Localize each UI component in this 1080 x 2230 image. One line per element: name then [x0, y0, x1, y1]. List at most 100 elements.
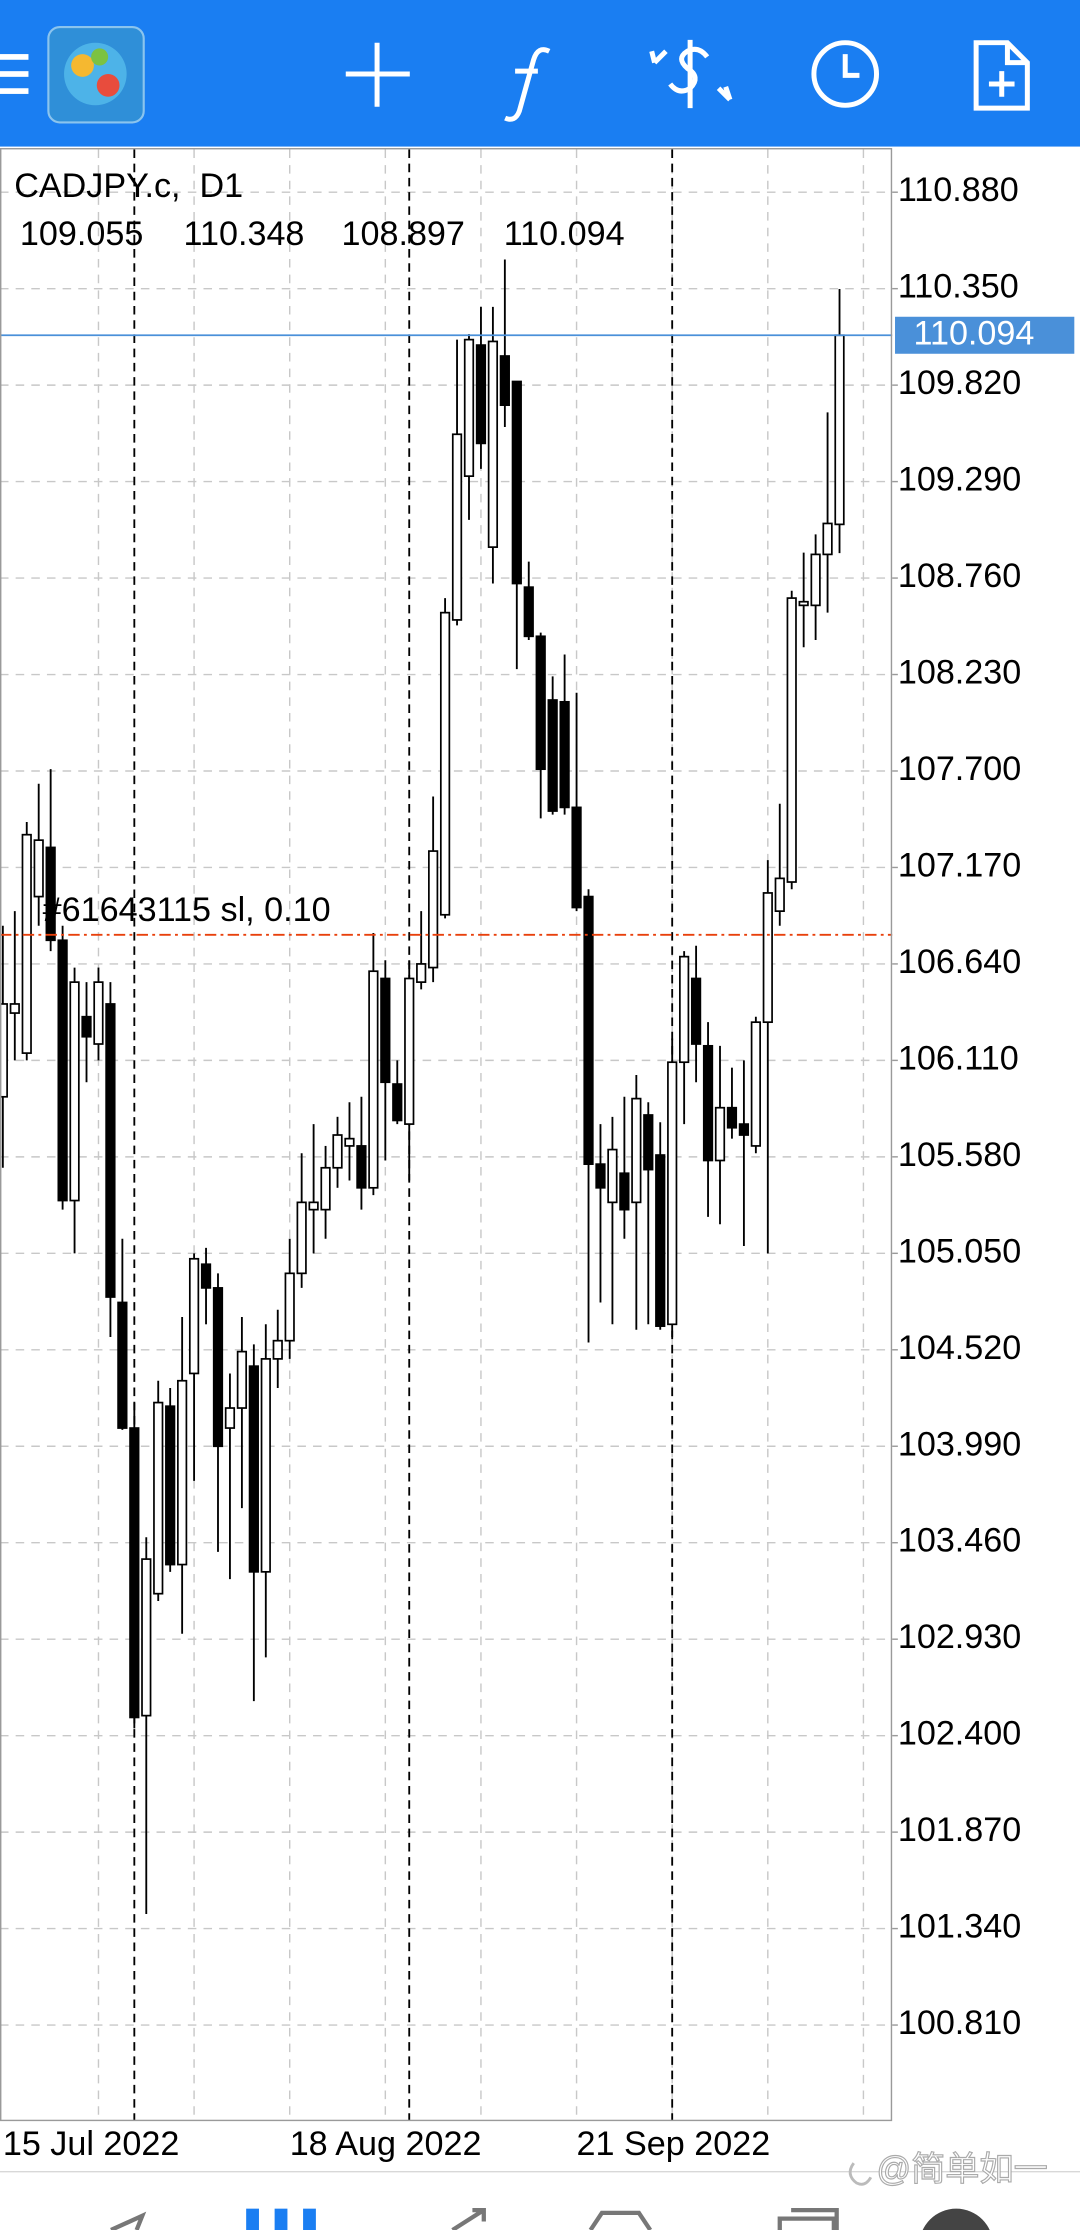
candle-body [439, 611, 451, 916]
toolbar [0, 0, 1080, 147]
nav-messages[interactable] [777, 2207, 839, 2230]
candle-body [655, 1154, 666, 1327]
candle-body [428, 850, 439, 969]
candle-body [451, 433, 463, 621]
candle-body [559, 700, 570, 809]
candle-body [320, 1166, 331, 1211]
candle-body [607, 1148, 618, 1204]
order-line-label: #61643115 sl, 0.10 [43, 891, 331, 929]
y-tick-label: 102.400 [898, 1715, 1021, 1753]
candle-body [738, 1123, 750, 1136]
y-tick-label: 110.880 [898, 171, 1019, 209]
candle-body [129, 1427, 140, 1719]
candle-body [511, 380, 522, 585]
candle-body [260, 1358, 271, 1573]
y-tick-label: 108.760 [898, 557, 1021, 595]
candle-body [535, 635, 546, 771]
x-tick-label: 21 Sep 2022 [577, 2125, 771, 2163]
candle-body [200, 1263, 212, 1289]
candle-body [153, 1401, 164, 1595]
candle-body [822, 522, 833, 556]
chart-title: CADJPY.c, D1 [14, 167, 243, 205]
candle-body [487, 340, 499, 548]
candle-body [547, 699, 558, 812]
watermark-text: @简单如一 [877, 2151, 1048, 2189]
y-tick-label: 105.050 [898, 1232, 1021, 1270]
candle-body [177, 1379, 188, 1566]
candle-body [499, 355, 510, 407]
nav-trade[interactable] [451, 2207, 486, 2230]
nav-quotes[interactable] [110, 2211, 147, 2230]
nav-charts[interactable] [246, 2208, 316, 2230]
candle-body [416, 963, 427, 983]
candle-body [774, 877, 785, 912]
candle-body [117, 1301, 128, 1429]
candle-body [284, 1272, 295, 1342]
candle-body [798, 600, 809, 607]
chart-frame [0, 148, 893, 2122]
y-tick-label: 107.170 [898, 846, 1021, 884]
y-tick-label: 107.700 [898, 750, 1021, 788]
y-tick-label: 101.870 [898, 1811, 1021, 1849]
y-tick-label: 108.230 [898, 654, 1021, 692]
candle-body [679, 955, 690, 1064]
y-tick-label: 110.350 [898, 268, 1019, 306]
y-tick-label: 109.290 [898, 461, 1021, 499]
candle-body [463, 338, 475, 477]
candle-body [308, 1201, 319, 1211]
candle-body [762, 892, 773, 1024]
candle-body [9, 1003, 20, 1014]
nav-history[interactable] [588, 2210, 653, 2230]
price-tag [895, 316, 1075, 354]
candle-body [368, 970, 379, 1189]
candle-body [583, 895, 594, 1165]
y-tick-label: 105.580 [898, 1136, 1021, 1174]
y-tick-label: 106.110 [898, 1039, 1019, 1077]
candle-body [188, 1257, 200, 1375]
candle-body [750, 1021, 761, 1147]
candle-body [332, 1134, 343, 1169]
candle-body [786, 597, 797, 883]
trade-button[interactable] [649, 39, 733, 109]
y-tick-label: 109.820 [898, 364, 1021, 402]
y-tick-label: 103.990 [898, 1425, 1021, 1463]
nav-settings[interactable] [919, 2208, 993, 2230]
menu-button[interactable] [0, 54, 29, 94]
candle-body [356, 1145, 367, 1189]
candle-body [0, 1003, 8, 1098]
plot-area: #61643115 sl, 0.10 [0, 149, 893, 2121]
y-tick-label: 106.640 [898, 943, 1021, 981]
candle-body [475, 344, 487, 445]
candle-body [224, 1407, 236, 1429]
indicators-button[interactable] [504, 47, 551, 122]
x-tick-label: 15 Jul 2022 [3, 2125, 180, 2163]
history-button[interactable] [811, 40, 880, 108]
candle-body [667, 1061, 678, 1326]
app-logo[interactable] [47, 25, 145, 124]
candle-body [392, 1083, 403, 1122]
candle-body [248, 1365, 259, 1573]
candle-body [523, 586, 534, 638]
candle-body [296, 1201, 307, 1275]
candle-body [212, 1287, 224, 1448]
candle-body [45, 846, 56, 942]
candle-body [714, 1106, 726, 1162]
new-order-button[interactable] [973, 40, 1030, 111]
low-value: 108.897 [342, 215, 465, 253]
candle-body [834, 334, 845, 526]
candle-body [810, 553, 821, 607]
candle-body [595, 1163, 606, 1189]
bottom-nav [110, 2207, 993, 2230]
crosshair-button[interactable] [345, 42, 410, 107]
candle-body [690, 977, 702, 1045]
y-tick-label: 101.340 [898, 1908, 1021, 1946]
price-tag-label: 110.094 [914, 314, 1035, 352]
candle-body [726, 1106, 738, 1129]
candle-body [93, 981, 104, 1045]
candle-body [404, 977, 415, 1125]
candle-body [33, 839, 44, 898]
